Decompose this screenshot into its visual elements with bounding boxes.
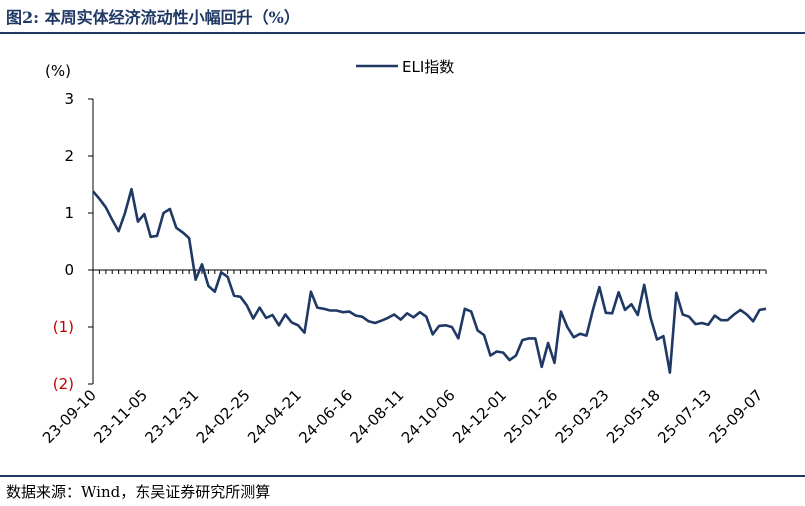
x-tick-label: 25-03-23 (552, 386, 613, 447)
data-source: 数据来源：Wind，东吴证券研究所测算 (6, 483, 271, 501)
y-tick-label: 3 (64, 90, 74, 108)
x-tick-label: 24-06-16 (295, 386, 356, 447)
x-tick-label: 23-12-31 (142, 386, 203, 447)
x-tick-label: 24-04-21 (244, 386, 305, 447)
y-tick-label: (1) (53, 318, 74, 336)
y-tick-label: (2) (53, 375, 74, 393)
x-tick-label: 25-05-18 (603, 386, 664, 447)
x-tick-label: 24-02-25 (193, 386, 254, 447)
x-tick-label: 25-07-13 (654, 386, 715, 447)
y-tick-label: 0 (64, 261, 74, 279)
x-tick-label: 24-10-06 (398, 386, 459, 447)
x-tick-label: 24-12-01 (449, 386, 510, 447)
bottom-rule (0, 475, 805, 477)
y-axis: 3 2 1 0 (1) (2) (53, 90, 94, 393)
x-axis: 23-09-1023-11-0523-12-3124-02-2524-04-21… (39, 269, 767, 447)
x-tick-label: 24-08-11 (347, 386, 408, 447)
y-tick-label: 1 (64, 204, 74, 222)
legend-label: ELI指数 (402, 58, 454, 76)
y-axis-label: (%) (45, 62, 71, 80)
x-tick-label: 23-09-10 (39, 386, 100, 447)
top-rule (0, 32, 805, 34)
x-tick-label: 25-01-26 (500, 386, 561, 447)
x-tick-label: 25-09-07 (706, 386, 767, 447)
figure-title: 图2: 本周实体经济流动性小幅回升（%） (6, 8, 300, 27)
y-tick-label: 2 (64, 147, 74, 165)
x-tick-label: 23-11-05 (90, 386, 151, 447)
legend: ELI指数 (356, 58, 454, 76)
series-line-eli (92, 187, 767, 374)
